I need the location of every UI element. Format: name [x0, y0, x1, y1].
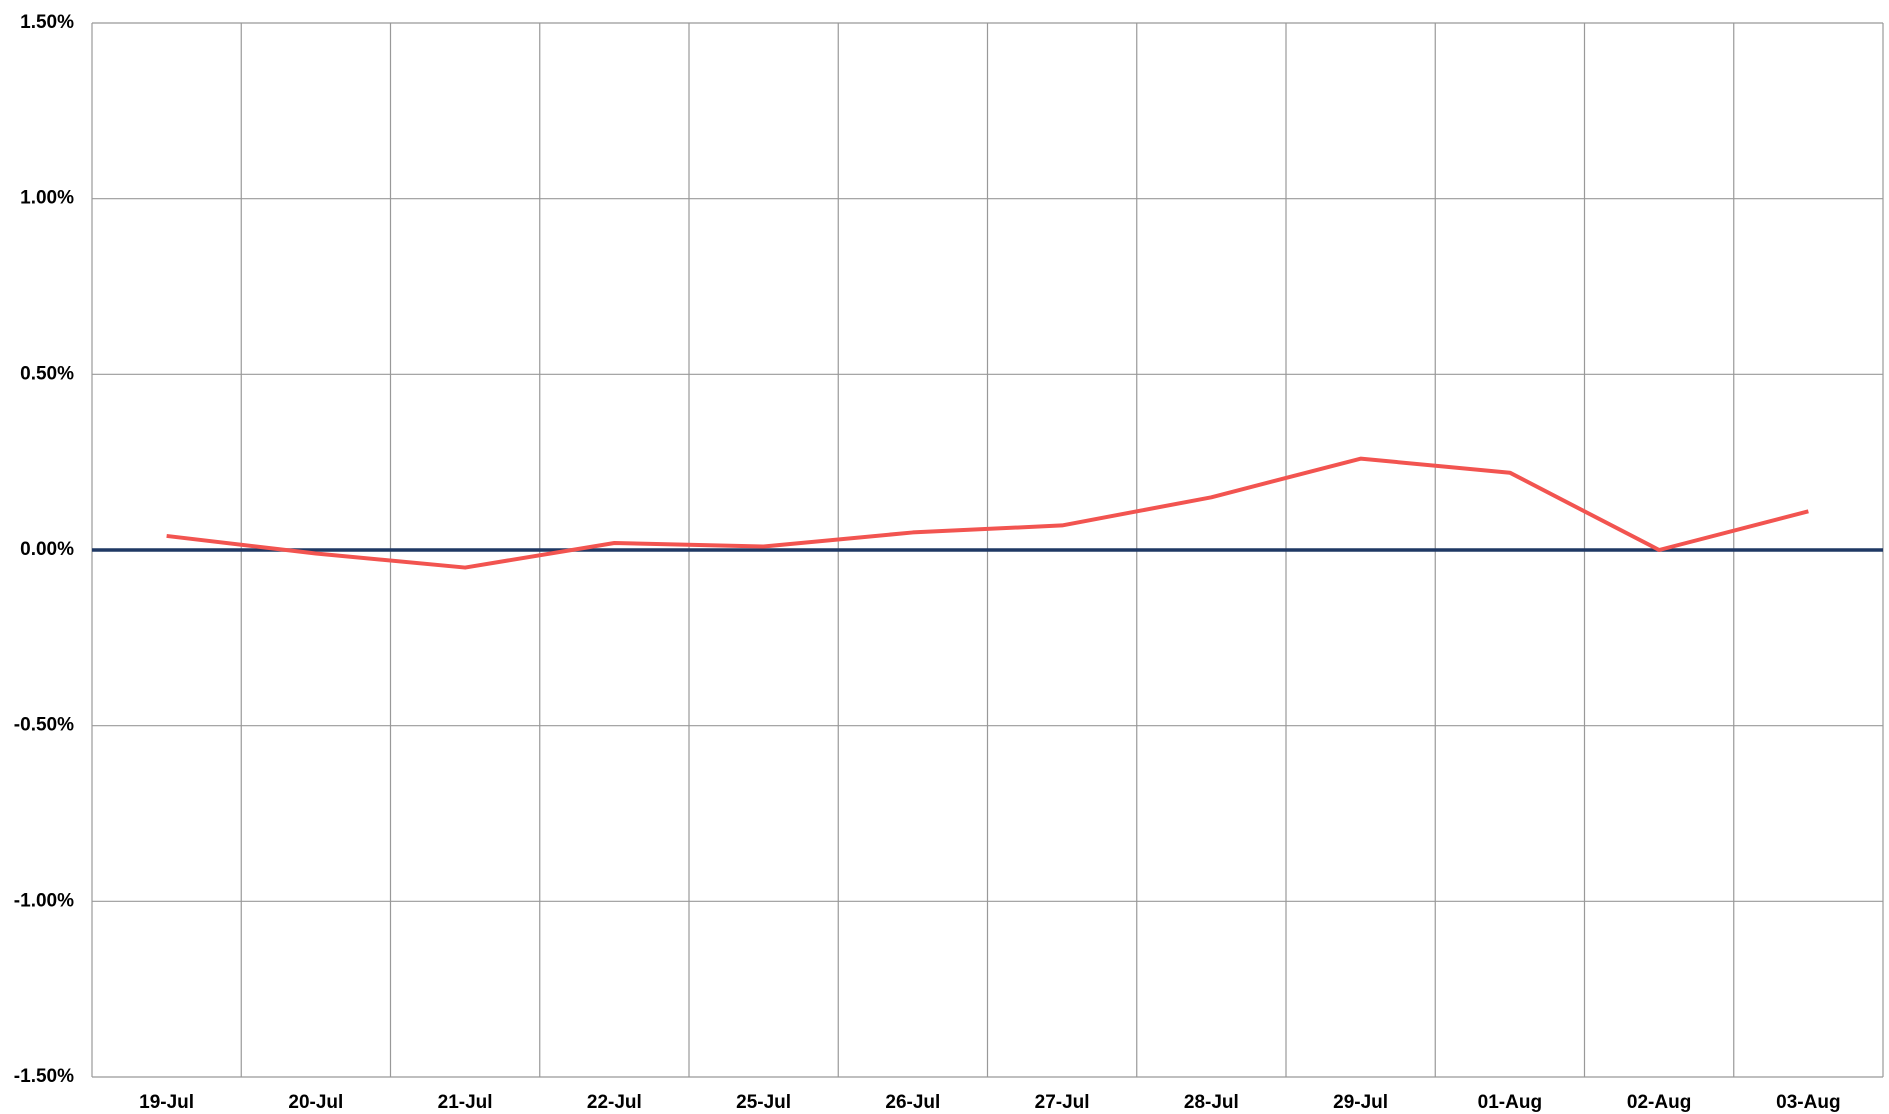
y-tick-label: 1.50%: [20, 12, 74, 33]
x-tick-label: 27-Jul: [1035, 1092, 1090, 1113]
x-tick-label: 20-Jul: [288, 1092, 343, 1113]
y-tick-label: -1.00%: [14, 890, 74, 911]
y-tick-label: -0.50%: [14, 715, 74, 736]
y-tick-label: -1.50%: [14, 1066, 74, 1087]
x-tick-label: 29-Jul: [1333, 1092, 1388, 1113]
x-tick-label: 19-Jul: [139, 1092, 194, 1113]
y-tick-label: 0.00%: [20, 539, 74, 560]
x-tick-label: 02-Aug: [1627, 1092, 1691, 1113]
x-tick-label: 21-Jul: [438, 1092, 493, 1113]
x-tick-label: 22-Jul: [587, 1092, 642, 1113]
x-tick-label: 03-Aug: [1776, 1092, 1840, 1113]
x-tick-label: 25-Jul: [736, 1092, 791, 1113]
y-tick-label: 0.50%: [20, 363, 74, 384]
y-tick-label: 1.00%: [20, 188, 74, 209]
x-tick-label: 26-Jul: [885, 1092, 940, 1113]
series-line: [166, 456, 1809, 570]
x-tick-label: 01-Aug: [1478, 1092, 1542, 1113]
x-tick-label: 28-Jul: [1184, 1092, 1239, 1113]
